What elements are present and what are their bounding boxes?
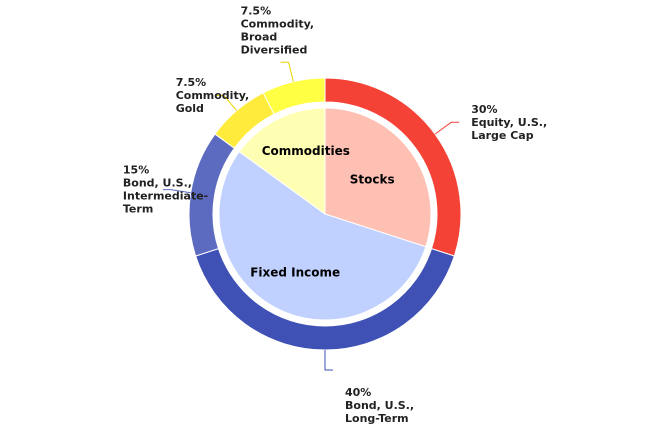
outer-label-line: 7.5% <box>176 76 207 89</box>
inner-slice-commodities <box>238 107 326 215</box>
inner-label-commodities: Commodities <box>262 144 350 158</box>
outer-label-line: 30% <box>471 103 497 116</box>
outer-label-line: Commodity, <box>241 17 315 30</box>
outer-label-intermediate-term: 15% Bond, U.S., Intermediate-Term <box>123 164 208 216</box>
outer-label-large-cap: 30% Equity, U.S., Large Cap <box>471 103 547 142</box>
outer-label-line: Broad <box>241 30 278 43</box>
inner-label-stocks: Stocks <box>350 173 395 187</box>
inner-slice-stocks <box>324 107 432 248</box>
leader-line-gold <box>215 94 238 111</box>
outer-label-line: Bond, U.S., <box>345 399 414 412</box>
outer-label-gold: 7.5% Commodity, Gold <box>176 76 250 115</box>
outer-label-line: 7.5% <box>241 4 272 17</box>
leader-line-long-term <box>324 350 333 371</box>
outer-label-line: Commodity, <box>176 89 250 102</box>
outer-label-line: Bond, U.S., <box>123 177 192 190</box>
inner-labels: Stocks Fixed Income Commodities <box>250 144 394 279</box>
inner-label-fixed-income: Fixed Income <box>250 266 340 280</box>
outer-label-line: Intermediate- <box>123 190 208 203</box>
outer-ring <box>188 77 462 351</box>
outer-label-broad-diversified: 7.5% Commodity, Broad Diversified <box>241 4 315 56</box>
outer-label-long-term: 40% Bond, U.S., Long-Term <box>345 386 414 425</box>
outer-label-line: Long-Term <box>345 412 409 425</box>
outer-label-line: Gold <box>176 102 204 115</box>
outer-label-line: 15% <box>123 164 149 177</box>
leader-line-intermediate-term <box>162 189 191 194</box>
outer-segment-broad-diversified <box>262 77 326 115</box>
leader-line-large-cap <box>434 121 460 135</box>
outer-label-line: Equity, U.S., <box>471 116 547 129</box>
outer-label-line: Large Cap <box>471 129 534 142</box>
inner-pie <box>218 107 432 321</box>
inner-slice-fixed-income <box>218 150 427 321</box>
leader-lines <box>162 61 460 371</box>
outer-label-line: 40% <box>345 386 371 399</box>
leader-line-broad-diversified <box>280 61 294 82</box>
outer-label-line: Term <box>123 203 153 216</box>
outer-label-line: Diversified <box>241 43 308 56</box>
